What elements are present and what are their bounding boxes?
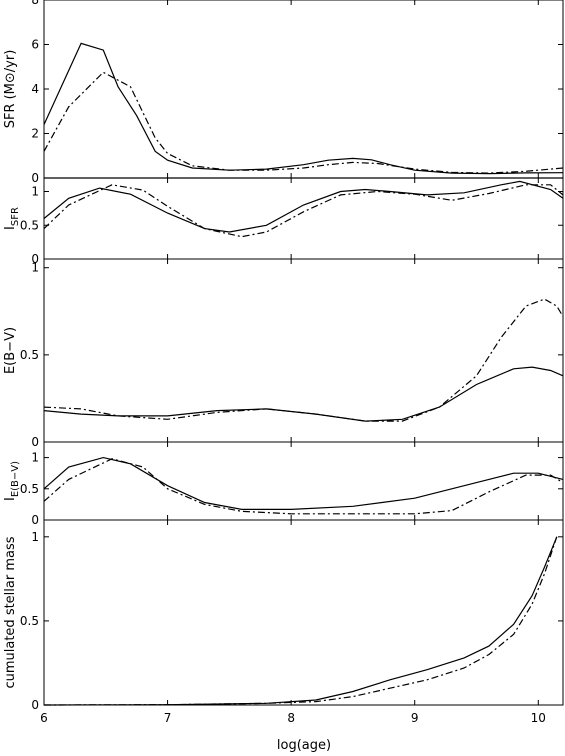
series-dashdot — [43, 298, 564, 422]
panel-frame — [43, 177, 564, 260]
y-tick-label: 2 — [31, 127, 39, 141]
panel-4: 0 0.5 1 IE(B−V) — [3, 441, 564, 527]
y-tick-label: 1 — [31, 185, 39, 199]
y-axis-title: ISFR — [3, 207, 21, 230]
y-axis-title: SFR (M⊙/yr) — [3, 50, 18, 129]
y-axis-title: cumulated stellar mass — [3, 536, 18, 688]
panels: 0 2 4 6 8 SFR (M⊙/yr) 0 0.5 1 ISFR 0 0.5 1 E(B−V) 0 0.5… — [3, 0, 564, 712]
y-tick-label: 0.5 — [20, 482, 39, 496]
series-solid — [43, 366, 564, 422]
y-tick-label: 1 — [31, 451, 39, 465]
y-tick-label: 0 — [31, 698, 39, 712]
panel-5: 0 0.5 1 cumulated stellar mass — [3, 519, 564, 712]
panel-2: 0 0.5 1 ISFR — [3, 177, 564, 266]
y-tick-label: 1 — [31, 261, 39, 275]
series-solid — [43, 180, 564, 233]
panel-frame — [43, 0, 564, 179]
y-tick-label: 0 — [31, 171, 39, 185]
series-dashdot — [43, 71, 564, 174]
panel-frame — [43, 258, 564, 443]
x-axis-title: log(age) — [277, 738, 331, 753]
y-tick-label: 4 — [31, 82, 39, 96]
y-tick-label: 8 — [31, 0, 39, 7]
series-dashdot — [43, 184, 564, 238]
series-solid — [43, 456, 564, 510]
x-tick-label: 10 — [531, 711, 546, 725]
y-tick-label: 0 — [31, 435, 39, 449]
panel-3: 0 0.5 1 E(B−V) — [3, 258, 564, 449]
series-solid — [43, 42, 564, 175]
y-tick-label: 1 — [31, 530, 39, 544]
x-tick-label: 7 — [164, 711, 172, 725]
y-tick-label: 0.5 — [20, 218, 39, 232]
x-tick-label: 6 — [40, 711, 48, 725]
x-tick-label: 9 — [411, 711, 419, 725]
series-dashdot — [43, 536, 558, 706]
y-tick-label: 0 — [31, 252, 39, 266]
panel-1: 0 2 4 6 8 SFR (M⊙/yr) — [3, 0, 564, 185]
y-tick-label: 0.5 — [20, 614, 39, 628]
y-axis-title: IE(B−V) — [3, 461, 21, 501]
x-tick-label: 8 — [287, 711, 295, 725]
y-tick-label: 0 — [31, 513, 39, 527]
panel-frame — [43, 519, 564, 706]
x-axis: 6 7 8 9 10 — [40, 711, 546, 725]
y-tick-label: 6 — [31, 38, 39, 52]
y-tick-label: 0.5 — [20, 348, 39, 362]
y-axis-title: E(B−V) — [3, 327, 18, 374]
series-dashdot — [43, 458, 564, 515]
series-solid — [43, 536, 558, 706]
